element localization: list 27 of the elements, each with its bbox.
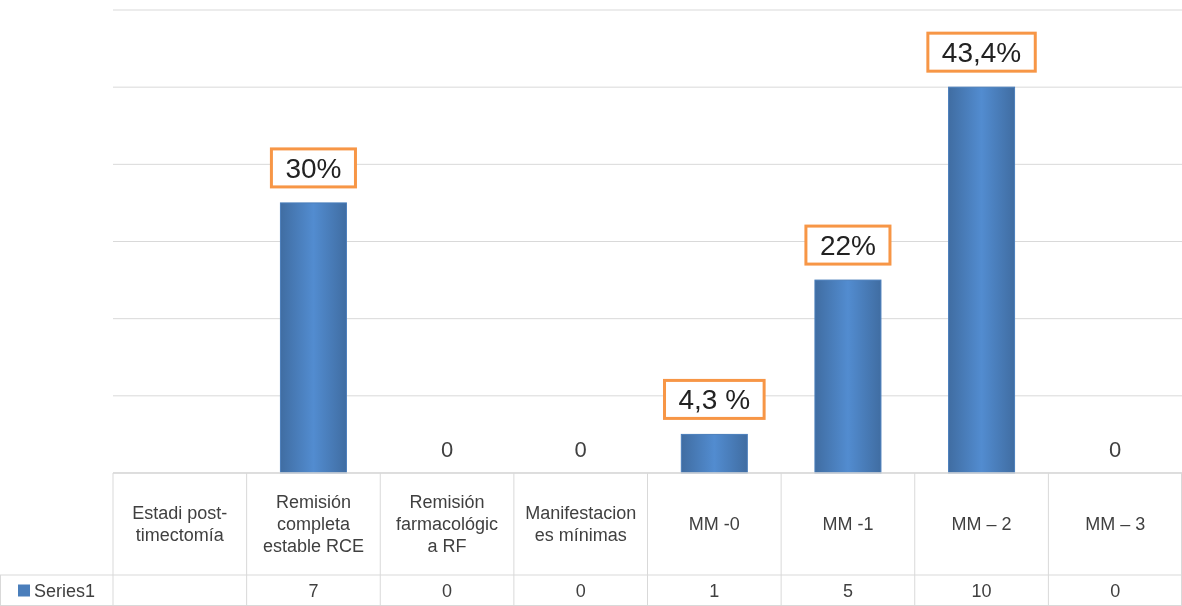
data-label: 1 xyxy=(709,580,720,601)
data-label: 5 xyxy=(842,580,853,601)
annotation: 0 xyxy=(574,437,587,462)
data-label: 0 xyxy=(575,580,586,601)
data-label: 0 xyxy=(1110,580,1121,601)
annotation: 43,4% xyxy=(941,37,1022,69)
data-label: 7 xyxy=(308,580,319,601)
bar xyxy=(680,433,748,474)
x-tick-label: MM – 2 xyxy=(951,514,1012,534)
bar xyxy=(948,86,1016,474)
x-tick-label: MM -0 xyxy=(688,514,740,534)
x-tick-label: Remisión farmacológica RF xyxy=(396,492,499,556)
x-tick-label: Estadi post-timectomía xyxy=(132,503,228,545)
annotation: 4,3 % xyxy=(678,384,751,416)
annotation: 30% xyxy=(285,152,342,184)
annotation: 0 xyxy=(440,437,454,462)
x-tick-label: MM – 3 xyxy=(1085,514,1146,534)
x-tick-label: Remisión completa estable RCE xyxy=(262,492,364,556)
data-label: 0 xyxy=(442,580,453,601)
bar xyxy=(814,279,882,474)
x-tick-label: Manifestaciones mínimas xyxy=(525,503,637,545)
bar xyxy=(279,202,347,474)
annotation: 22% xyxy=(819,230,876,262)
annotation: 0 xyxy=(1109,437,1122,462)
data-label: 10 xyxy=(971,580,992,601)
x-tick-label: MM -1 xyxy=(822,514,874,534)
legend-label: Series1 xyxy=(34,580,96,601)
